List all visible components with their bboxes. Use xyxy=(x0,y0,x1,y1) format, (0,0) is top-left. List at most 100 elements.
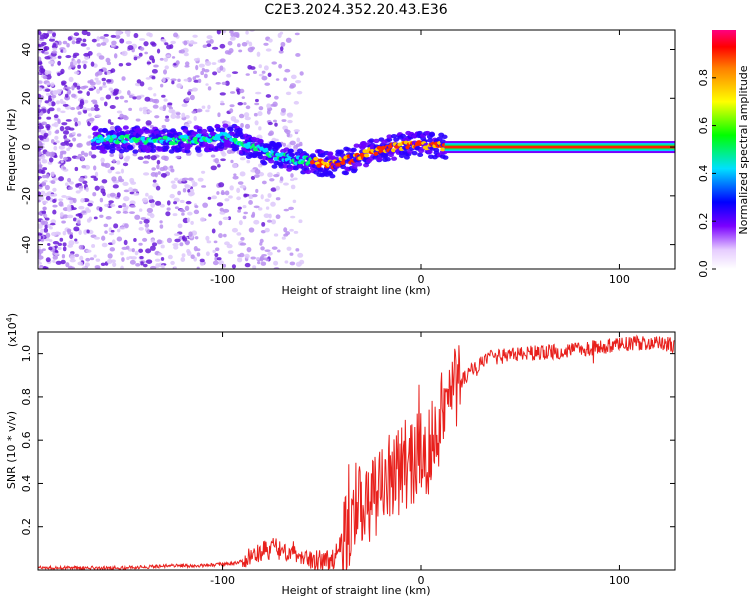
noise-speckle xyxy=(66,214,74,219)
noise-speckle xyxy=(186,217,191,223)
noise-speckle xyxy=(248,41,253,47)
noise-speckle xyxy=(161,155,167,160)
noise-speckle xyxy=(255,188,259,194)
noise-speckle xyxy=(138,242,143,246)
noise-speckle xyxy=(38,163,43,168)
noise-speckle xyxy=(145,77,151,80)
noise-speckle xyxy=(62,40,68,45)
noise-speckle xyxy=(187,191,194,197)
noise-speckle xyxy=(237,209,241,213)
noise-speckle xyxy=(108,232,115,236)
noise-speckle xyxy=(117,30,122,36)
noise-speckle xyxy=(57,72,61,77)
noise-speckle xyxy=(91,38,97,43)
noise-speckle xyxy=(290,184,296,190)
noise-speckle xyxy=(38,34,41,39)
ridge-band-blob xyxy=(393,137,400,142)
noise-speckle xyxy=(82,210,87,214)
noise-speckle xyxy=(217,164,221,168)
noise-speckle xyxy=(68,240,75,246)
noise-speckle xyxy=(282,142,287,147)
ridge-core-blob xyxy=(340,160,346,165)
noise-speckle xyxy=(250,214,255,218)
noise-speckle xyxy=(44,69,49,76)
noise-speckle xyxy=(283,208,290,212)
noise-speckle xyxy=(183,52,189,57)
noise-speckle xyxy=(79,188,83,192)
noise-speckle xyxy=(290,173,294,178)
noise-speckle xyxy=(50,82,55,87)
noise-speckle xyxy=(174,206,179,210)
top-y-tick-label: 40 xyxy=(20,43,33,57)
noise-speckle xyxy=(210,165,217,171)
noise-speckle xyxy=(222,233,227,238)
noise-speckle xyxy=(197,78,202,83)
noise-speckle xyxy=(70,107,76,111)
noise-speckle xyxy=(83,152,89,157)
noise-speckle xyxy=(227,250,234,255)
bottom-x-tick-label: -100 xyxy=(210,574,235,587)
noise-speckle xyxy=(116,160,121,165)
ridge-band-blob xyxy=(195,148,202,153)
noise-speckle xyxy=(169,165,174,169)
noise-speckle xyxy=(245,105,251,110)
noise-speckle xyxy=(266,219,272,223)
noise-speckle xyxy=(238,113,245,119)
noise-speckle xyxy=(67,66,72,70)
noise-speckle xyxy=(122,181,129,186)
noise-speckle xyxy=(164,117,170,123)
noise-speckle xyxy=(192,34,198,38)
noise-speckle xyxy=(121,76,126,81)
noise-speckle xyxy=(38,160,42,165)
ridge-band-blob xyxy=(184,149,191,154)
noise-speckle xyxy=(205,235,210,241)
noise-speckle xyxy=(76,143,81,148)
noise-speckle xyxy=(73,117,78,123)
noise-speckle xyxy=(196,248,201,252)
noise-speckle xyxy=(246,247,252,253)
ridge-band-blob xyxy=(268,159,275,164)
noise-speckle xyxy=(287,119,293,124)
noise-speckle xyxy=(38,175,43,179)
noise-speckle xyxy=(110,229,115,233)
noise-speckle xyxy=(56,107,61,112)
ridge-core-blob xyxy=(264,147,270,152)
noise-speckle xyxy=(71,85,75,91)
noise-speckle xyxy=(196,266,200,269)
noise-speckle xyxy=(101,84,107,88)
noise-speckle xyxy=(150,202,156,208)
noise-speckle xyxy=(38,93,42,98)
ridge-band-blob xyxy=(163,145,170,150)
noise-speckle xyxy=(55,260,62,265)
noise-speckle xyxy=(107,253,113,259)
noise-speckle xyxy=(110,68,116,73)
noise-speckle xyxy=(91,244,96,248)
noise-speckle xyxy=(237,257,243,263)
noise-speckle xyxy=(187,177,194,181)
noise-speckle xyxy=(198,63,205,68)
noise-speckle xyxy=(239,88,245,94)
noise-speckle xyxy=(103,33,109,37)
noise-speckle xyxy=(206,43,212,48)
noise-speckle xyxy=(87,51,93,56)
spectrogram-frame xyxy=(37,29,676,270)
noise-speckle xyxy=(167,254,173,260)
ridge-band-blob xyxy=(287,148,294,154)
noise-speckle xyxy=(38,238,41,242)
noise-speckle xyxy=(261,75,268,81)
noise-speckle xyxy=(222,208,230,213)
noise-speckle xyxy=(39,34,45,40)
bottom-y-tick-label: 0.8 xyxy=(20,388,33,406)
noise-speckle xyxy=(57,60,62,66)
bottom-y-tick-label: 0.6 xyxy=(20,431,33,449)
noise-speckle xyxy=(187,211,193,216)
noise-speckle xyxy=(124,206,128,212)
noise-speckle xyxy=(165,211,171,217)
noise-speckle xyxy=(233,173,237,177)
noise-speckle xyxy=(125,40,133,45)
ridge-band-blob xyxy=(368,138,375,143)
noise-speckle xyxy=(72,137,77,142)
ridge-band-blob xyxy=(150,148,157,153)
noise-speckle xyxy=(286,112,294,118)
noise-speckle xyxy=(118,62,124,67)
